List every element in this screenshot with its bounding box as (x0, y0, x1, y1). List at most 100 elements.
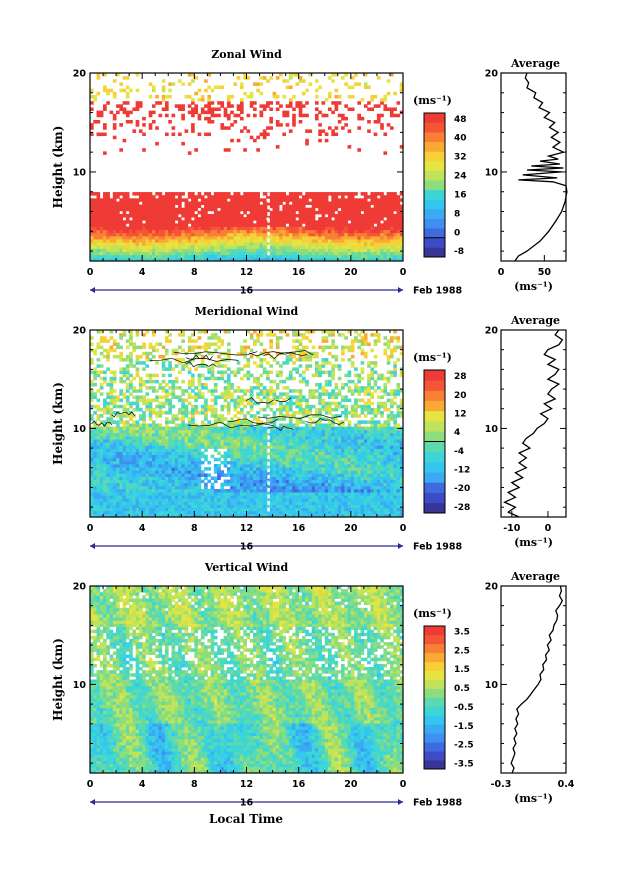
heatmap-cell (184, 235, 189, 240)
heatmap-cell (191, 498, 195, 502)
heatmap-cell (112, 223, 117, 227)
heatmap-cell (376, 467, 381, 471)
heatmap-cell (298, 204, 303, 209)
heatmap-cell (171, 482, 176, 487)
heatmap-cell (197, 473, 202, 477)
heatmap-cell (194, 510, 198, 515)
heatmap-cell (331, 457, 335, 462)
heatmap-cell (256, 513, 260, 517)
heatmap-cell (171, 214, 176, 218)
heatmap-cell (282, 498, 287, 502)
heatmap-cell (311, 439, 316, 443)
heatmap-cell (239, 501, 244, 505)
heatmap-cell (239, 464, 244, 468)
heatmap-cell (233, 113, 238, 118)
heatmap-cell (194, 242, 198, 246)
heatmap-cell (145, 254, 150, 259)
heatmap-cell (253, 460, 257, 465)
heatmap-cell (116, 510, 120, 515)
heatmap-cell (155, 485, 159, 490)
heatmap-cell (106, 464, 110, 468)
heatmap-cell (200, 254, 205, 259)
heatmap-cell (328, 239, 332, 243)
heatmap-cell (161, 226, 166, 231)
heatmap-cell (347, 239, 352, 243)
heatmap-cell (292, 457, 296, 462)
heatmap-cell (181, 473, 185, 477)
heatmap-cell (399, 192, 403, 196)
heatmap-cell (145, 454, 150, 459)
heatmap-cell (253, 229, 257, 234)
heatmap-cell (226, 220, 231, 224)
heatmap-cell (259, 91, 264, 96)
heatmap-cell (168, 195, 172, 199)
heatmap-cell (331, 257, 335, 261)
heatmap-cell (393, 467, 397, 471)
heatmap-cell (109, 254, 114, 259)
heatmap-cell (272, 464, 277, 468)
heatmap-cell (109, 439, 114, 443)
heatmap-cell (321, 492, 326, 496)
heatmap-cell (93, 451, 97, 456)
heatmap-cell (103, 204, 107, 209)
heatmap-cell (109, 235, 114, 240)
heatmap-cell (376, 104, 381, 108)
heatmap-cell (197, 251, 202, 256)
heatmap-cell (138, 504, 143, 509)
heatmap-cell (148, 445, 153, 449)
heatmap-cell (106, 214, 110, 218)
heatmap-cell (178, 207, 182, 212)
heatmap-cell (393, 498, 397, 502)
heatmap-cell (184, 242, 189, 246)
heatmap-cell (383, 479, 388, 484)
heatmap-cell (155, 479, 159, 484)
heatmap-cell (220, 123, 225, 127)
heatmap-cell (181, 454, 185, 459)
heatmap-cell (331, 239, 335, 243)
heatmap-cell (122, 442, 127, 446)
heatmap-cell (204, 482, 208, 487)
heatmap-cell (207, 101, 212, 105)
heatmap-cell (243, 464, 247, 468)
heatmap-cell (376, 457, 381, 462)
heatmap-cell (373, 470, 378, 474)
heatmap-cell (164, 445, 169, 449)
heatmap-cell (393, 235, 397, 240)
heatmap-cell (191, 439, 195, 443)
heatmap-cell (354, 73, 358, 77)
heatmap-cell (328, 126, 332, 130)
heatmap-cell (360, 248, 365, 252)
heatmap-cell (109, 488, 114, 493)
heatmap-cell (334, 251, 339, 256)
heatmap-cell (138, 198, 143, 202)
heatmap-cell (90, 132, 94, 137)
heatmap-cell (373, 504, 378, 509)
heatmap-cell (243, 76, 247, 80)
heatmap-cell (396, 470, 401, 474)
heatmap-cell (197, 476, 202, 480)
heatmap-cell (301, 488, 306, 493)
heatmap-cell (253, 513, 257, 517)
heatmap-cell (389, 482, 394, 487)
heatmap-cell (308, 254, 313, 259)
heatmap-cell (96, 495, 101, 499)
heatmap-cell (305, 457, 309, 462)
heatmap-cell (282, 454, 287, 459)
heatmap-cell (184, 251, 189, 256)
heatmap-cell (386, 91, 391, 96)
heatmap-cell (399, 476, 403, 480)
heatmap-cell (187, 498, 192, 502)
heatmap-cell (112, 235, 117, 240)
heatmap-cell (194, 457, 198, 462)
heatmap-cell (236, 442, 241, 446)
heatmap-cell (204, 442, 208, 446)
heatmap-cell (223, 232, 228, 237)
heatmap-cell (386, 460, 391, 465)
heatmap-cell (275, 226, 280, 231)
heatmap-cell (223, 454, 228, 459)
heatmap-cell (249, 439, 254, 443)
heatmap-cell (357, 207, 362, 212)
heatmap-cell (318, 501, 322, 505)
heatmap-cell (350, 507, 355, 512)
heatmap-cell (204, 454, 208, 459)
